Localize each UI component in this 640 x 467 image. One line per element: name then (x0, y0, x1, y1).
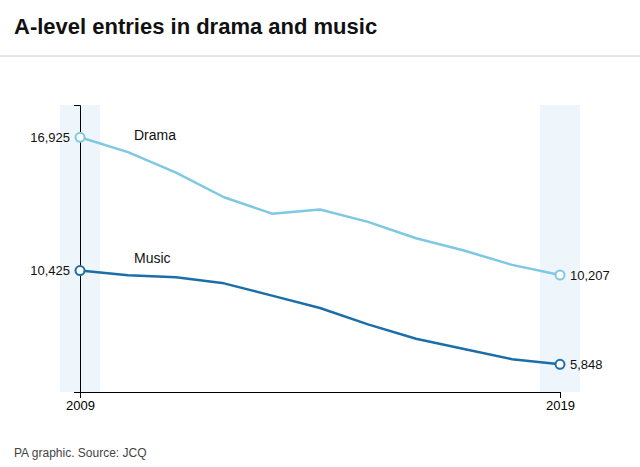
x-axis-line (81, 393, 561, 399)
series-line (80, 271, 560, 365)
data-label: 10,207 (570, 268, 610, 283)
labels: 16,925 10,207 Drama 10,425 5,848 Music (30, 127, 610, 372)
title: A-level entries in drama and music (14, 14, 377, 39)
x-tick-label: 2019 (546, 398, 575, 413)
shade-band (540, 105, 580, 392)
y-axis-line (74, 106, 81, 393)
data-label: 10,425 (30, 263, 70, 278)
separator (0, 56, 640, 57)
end-marker (556, 271, 565, 280)
x-tick-mark (560, 392, 561, 398)
data-label: 16,925 (30, 130, 70, 145)
shade-band (60, 105, 100, 392)
shade-bands (60, 105, 580, 392)
series-line (80, 137, 560, 275)
series-label: Music (134, 250, 171, 266)
end-marker (556, 360, 565, 369)
end-marker (76, 266, 85, 275)
x-axis: 2009 2019 (66, 392, 575, 413)
series-label: Drama (134, 127, 176, 143)
chart: A-level entries in drama and music PA gra… (0, 0, 640, 467)
x-tick: 2009 (66, 392, 95, 413)
data-label: 5,848 (570, 357, 603, 372)
marks (76, 133, 565, 369)
end-marker (76, 133, 85, 142)
footer: PA graphic. Source: JCQ (14, 446, 147, 460)
x-tick-label: 2009 (66, 398, 95, 413)
y-axis (74, 106, 81, 393)
plot: 2009 2019 16,925 10,207 Drama 10,425 5,848 Musi… (30, 105, 610, 413)
x-tick: 2019 (546, 392, 575, 413)
